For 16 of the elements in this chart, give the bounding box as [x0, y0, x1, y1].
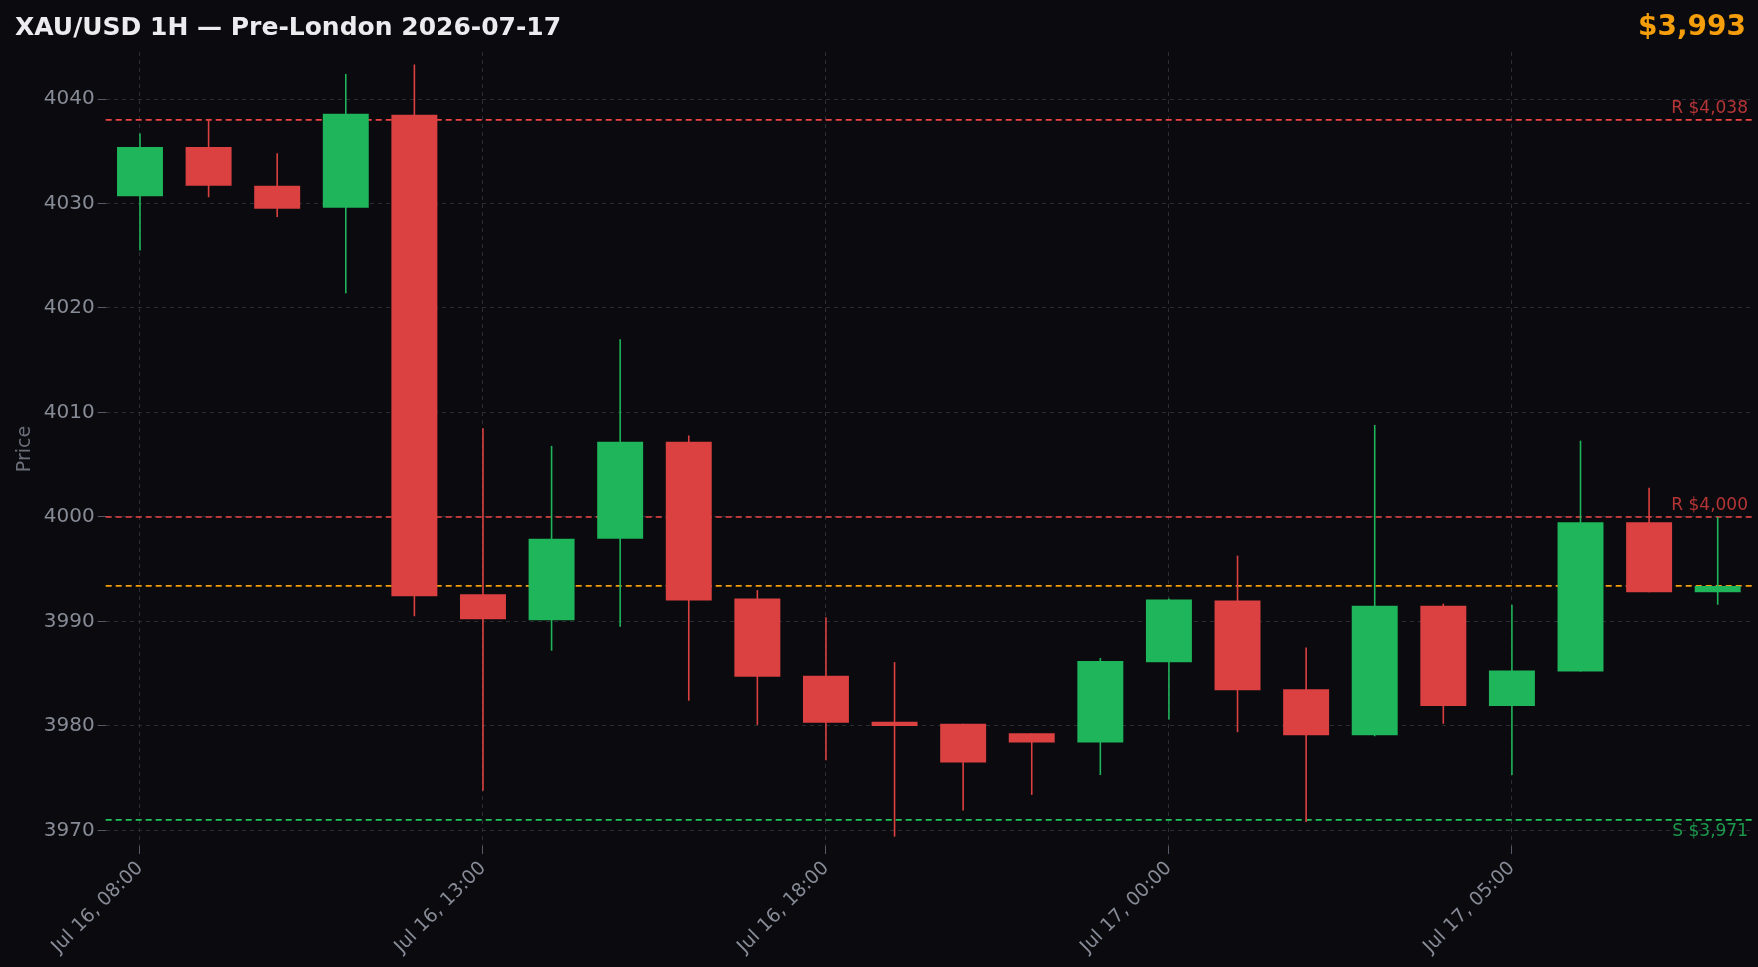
y-axis-title: Price: [12, 425, 35, 473]
y-tick-label: 3990: [43, 607, 95, 632]
y-tick-label: 3980: [43, 712, 95, 737]
y-tick-label: 4020: [43, 294, 95, 319]
ref-line-label: R $4,038: [1671, 96, 1748, 117]
y-tick-label: 4000: [43, 503, 95, 528]
y-tick-label: 4040: [43, 85, 95, 110]
candlestick: [1694, 516, 1741, 606]
ref-line-label: S $3,971: [1672, 819, 1748, 840]
y-tick-label: 4030: [43, 189, 95, 214]
text: $3,993: [1637, 9, 1746, 43]
candlestick: [871, 661, 918, 838]
y-tick-label: 3970: [43, 816, 95, 841]
ref-line-label: R $4,000: [1671, 493, 1748, 514]
chart-title: XAU/USD 1H — Pre-London 2026-07-17: [15, 11, 562, 41]
y-tick-label: 4010: [43, 398, 95, 423]
